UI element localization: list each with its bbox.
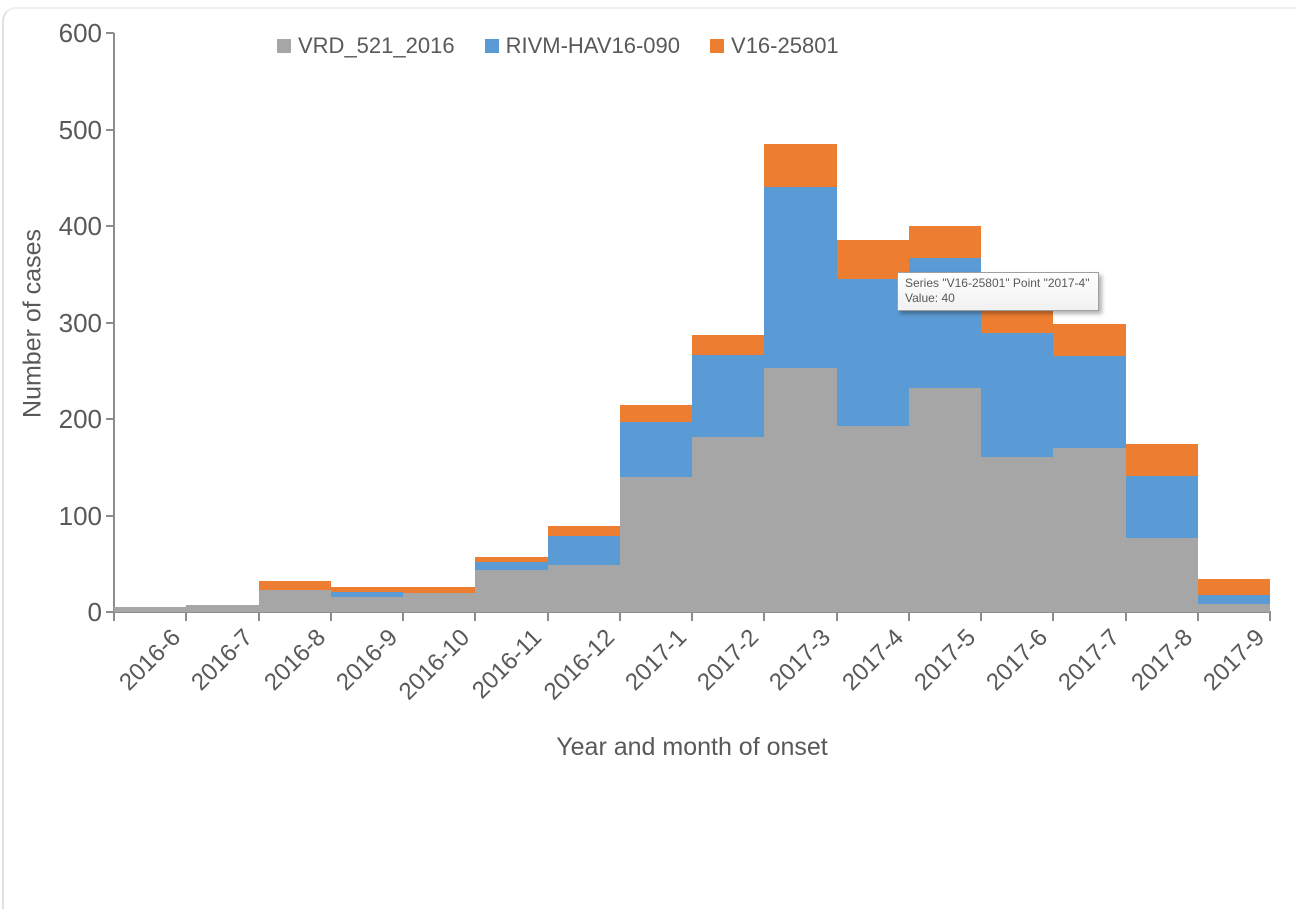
x-axis-tick (835, 613, 838, 621)
y-tick-label: 300 (58, 307, 102, 338)
x-axis-tick (257, 613, 260, 621)
x-axis-tick (546, 613, 549, 621)
bar-segment-2016-12-V16-25801[interactable] (547, 526, 620, 536)
legend-item-V16-25801[interactable]: V16-25801 (710, 33, 839, 59)
y-axis-tick (106, 611, 114, 613)
bar-segment-2017-7-V16-25801[interactable] (1053, 324, 1126, 357)
tooltip-series-point-line: Series "V16-25801" Point "2017-4" (905, 276, 1090, 290)
bar-segment-2017-1-V16-25801[interactable] (619, 404, 692, 422)
x-axis-tick (185, 613, 188, 621)
chart-frame-border (2, 7, 1296, 909)
bar-segment-2017-7-VRD_521_2016[interactable] (1053, 447, 1126, 612)
y-axis-tick (106, 32, 114, 34)
bar-segment-2016-11-V16-25801[interactable] (475, 556, 548, 562)
y-tick-label: 400 (58, 211, 102, 241)
bar-segment-2016-9-VRD_521_2016[interactable] (330, 596, 403, 612)
x-axis-tick (618, 613, 621, 621)
y-tick-label: 600 (58, 18, 102, 48)
tooltip-value-line: Value: 40 (905, 291, 955, 305)
x-axis-tick (763, 613, 766, 621)
x-axis-tick (1052, 613, 1055, 621)
chart-canvas: VRD_521_2016 RIVM-HAV16-090 V16-25801 Numb… (2, 7, 1296, 909)
bar-segment-2016-7-VRD_521_2016[interactable] (186, 605, 259, 612)
y-tick-label: 100 (58, 500, 102, 531)
bar-segment-2016-6-VRD_521_2016[interactable] (114, 607, 187, 612)
y-tick-label: 200 (58, 404, 102, 434)
legend-swatch-icon (710, 39, 725, 53)
x-axis-tick (113, 613, 115, 621)
y-tick-label: 0 (87, 597, 102, 627)
x-axis-tick (474, 613, 477, 621)
x-axis-tick (907, 613, 910, 621)
chart-legend: VRD_521_2016 RIVM-HAV16-090 V16-25801 (277, 33, 839, 59)
y-axis-tick (106, 514, 114, 517)
x-axis-tick (1124, 613, 1127, 621)
y-axis-tick (106, 225, 114, 227)
bar-segment-2017-7-RIVM-HAV16-090[interactable] (1053, 356, 1126, 448)
bar-segment-2017-4-V16-25801[interactable] (836, 240, 909, 280)
legend-item-VRD_521_2016[interactable]: VRD_521_2016 (277, 33, 455, 59)
y-axis-tick (106, 418, 114, 420)
bar-segment-2016-11-VRD_521_2016[interactable] (475, 569, 548, 612)
x-axis-line (113, 611, 1271, 613)
bar-segment-2017-2-V16-25801[interactable] (692, 335, 765, 356)
bar-segment-2017-3-VRD_521_2016[interactable] (764, 367, 837, 612)
bar-segment-2016-10-V16-25801[interactable] (403, 586, 476, 593)
bar-segment-2017-2-RIVM-HAV16-090[interactable] (692, 355, 765, 438)
bar-segment-2016-11-RIVM-HAV16-090[interactable] (475, 561, 548, 570)
legend-swatch-icon (277, 39, 291, 53)
y-tick-label: 500 (58, 114, 102, 145)
bar-segment-2017-1-RIVM-HAV16-090[interactable] (619, 421, 692, 477)
bar-segment-2016-8-V16-25801[interactable] (258, 581, 331, 590)
x-axis-tick (329, 613, 332, 621)
y-axis-tick (106, 128, 114, 131)
y-axis-line (113, 33, 115, 613)
bar-segment-2016-10-VRD_521_2016[interactable] (403, 592, 476, 612)
bar-segment-2017-6-VRD_521_2016[interactable] (981, 456, 1054, 612)
bar-segment-2017-9-RIVM-HAV16-090[interactable] (1197, 594, 1270, 605)
legend-label: V16-25801 (731, 33, 839, 58)
bar-segment-2017-9-V16-25801[interactable] (1197, 579, 1270, 595)
bar-segment-2017-5-V16-25801[interactable] (908, 226, 981, 258)
x-axis-tick (980, 613, 982, 621)
legend-label: RIVM-HAV16-090 (505, 33, 681, 58)
x-axis-tick (691, 613, 693, 621)
bar-segment-2017-4-RIVM-HAV16-090[interactable] (836, 279, 909, 426)
bar-segment-2017-8-RIVM-HAV16-090[interactable] (1125, 475, 1198, 538)
bar-segment-2017-8-VRD_521_2016[interactable] (1125, 537, 1198, 612)
y-axis-tick (106, 321, 114, 324)
bar-segment-2017-4-VRD_521_2016[interactable] (836, 425, 909, 612)
bar-segment-2017-6-RIVM-HAV16-090[interactable] (981, 333, 1054, 457)
legend-label: VRD_521_2016 (298, 33, 455, 58)
bar-segment-2016-12-RIVM-HAV16-090[interactable] (547, 535, 620, 565)
data-point-tooltip: Series "V16-25801" Point "2017-4" Value:… (897, 272, 1099, 311)
bar-segment-2017-1-VRD_521_2016[interactable] (619, 476, 692, 612)
x-axis-tick (402, 613, 404, 621)
bar-segment-2017-3-RIVM-HAV16-090[interactable] (764, 187, 837, 368)
bar-segment-2017-5-VRD_521_2016[interactable] (908, 388, 981, 612)
bar-segment-2017-8-V16-25801[interactable] (1125, 444, 1198, 476)
x-axis-tick (1196, 613, 1199, 621)
bar-segment-2017-3-V16-25801[interactable] (764, 143, 837, 188)
x-axis-title: Year and month of onset (556, 733, 828, 761)
bar-segment-2016-8-VRD_521_2016[interactable] (258, 589, 331, 612)
bar-segment-2017-9-VRD_521_2016[interactable] (1197, 604, 1270, 612)
legend-swatch-icon (484, 39, 499, 53)
x-axis-tick (1269, 613, 1271, 621)
bar-segment-2016-12-VRD_521_2016[interactable] (547, 564, 620, 612)
bar-segment-2016-9-RIVM-HAV16-090[interactable] (330, 591, 403, 597)
bar-segment-2016-9-V16-25801[interactable] (330, 586, 403, 592)
legend-item-RIVM-HAV16-090[interactable]: RIVM-HAV16-090 (484, 33, 681, 59)
bar-segment-2017-2-VRD_521_2016[interactable] (692, 437, 765, 612)
